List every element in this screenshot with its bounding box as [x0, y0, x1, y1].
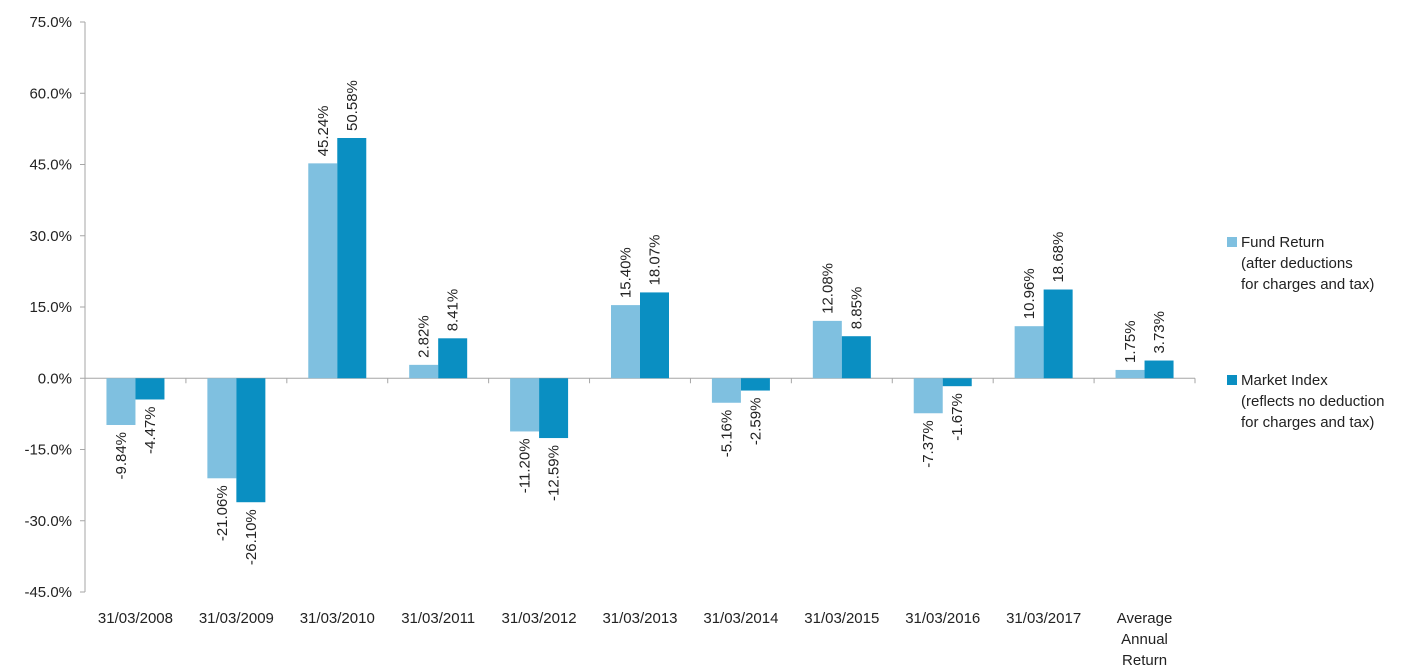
chart-bars: [106, 137, 1174, 503]
x-tick-label: 31/03/2016: [905, 610, 980, 627]
y-tick-label: 0.0%: [38, 370, 72, 387]
bar-series-2: [640, 292, 669, 379]
data-label: 12.08%: [819, 263, 836, 314]
x-tick-label: 31/03/2017: [1006, 610, 1081, 627]
data-label: 10.96%: [1021, 268, 1038, 319]
data-label: 45.24%: [315, 105, 332, 156]
x-tick-label: 31/03/2009: [199, 610, 274, 627]
legend-label: Market Index (reflects no deduction for ch…: [1241, 372, 1384, 431]
data-label: -26.10%: [243, 509, 260, 565]
x-tick-label: Average Annual Return: [1117, 610, 1173, 669]
bar-series-1: [207, 378, 237, 479]
bar-series-2: [942, 378, 972, 387]
legend-swatch: [1227, 237, 1237, 247]
data-label: -9.84%: [113, 432, 130, 480]
data-label: 2.82%: [416, 315, 433, 358]
data-label: -12.59%: [546, 445, 563, 501]
bar-series-2: [337, 137, 367, 379]
bar-series-2: [1144, 360, 1174, 379]
data-label: 50.58%: [344, 80, 361, 131]
bar-series-1: [409, 364, 439, 379]
data-label: 1.75%: [1122, 320, 1139, 363]
x-tick-label: 31/03/2010: [300, 610, 375, 627]
data-label: 18.68%: [1050, 232, 1067, 283]
x-tick-label: 31/03/2011: [401, 610, 475, 627]
x-tick-label: 31/03/2012: [502, 610, 577, 627]
x-tick-label: 31/03/2008: [98, 610, 173, 627]
bar-series-1: [106, 378, 136, 425]
y-tick-label: -45.0%: [24, 584, 72, 601]
data-label: 8.85%: [848, 287, 865, 330]
bar-series-2: [236, 378, 266, 503]
bar-series-1: [611, 305, 640, 379]
data-label: -21.06%: [214, 485, 231, 541]
data-label: -1.67%: [949, 393, 966, 441]
chart-data-labels: -9.84% -21.06% 45.24% 2.82% -11.20% 15.40% -5.…: [113, 80, 1168, 565]
y-tick-label: 30.0%: [29, 228, 72, 245]
data-label: -11.20%: [517, 438, 534, 493]
y-tick-label: 60.0%: [29, 85, 72, 102]
x-tick-label: 31/03/2015: [804, 610, 879, 627]
data-label: 15.40%: [618, 247, 635, 298]
y-tick-label: 15.0%: [29, 299, 72, 316]
legend-label: Fund Return (after deductions for charges …: [1241, 234, 1374, 293]
data-label: 18.07%: [647, 235, 664, 286]
bar-series-1: [510, 378, 540, 432]
bar-series-2: [438, 338, 468, 379]
bar-series-1: [1014, 326, 1044, 379]
x-tick-label: 31/03/2014: [703, 610, 778, 627]
bar-series-1: [913, 378, 943, 414]
bar-series-1: [812, 320, 842, 379]
bar-series-2: [135, 378, 165, 400]
data-label: -2.59%: [747, 398, 764, 446]
bar-series-2: [1043, 289, 1073, 379]
data-label: 3.73%: [1151, 311, 1168, 354]
data-label: 8.41%: [445, 289, 462, 332]
data-label: -5.16%: [718, 410, 735, 458]
bar-series-2: [539, 378, 569, 439]
legend-swatch: [1227, 375, 1237, 385]
bar-series-1: [711, 378, 741, 403]
bar-series-2: [841, 336, 871, 379]
y-tick-label: -30.0%: [24, 513, 72, 530]
chart-axes: 75.0% 60.0% 45.0% 30.0% 15.0% 0.0% -15.0% -30.0…: [24, 14, 1196, 669]
data-label: -4.47%: [142, 406, 159, 454]
data-label: -7.37%: [920, 420, 937, 468]
chart-legend: Fund Return (after deductions for charges …: [1227, 234, 1384, 431]
bar-series-1: [1115, 369, 1145, 379]
y-tick-label: -15.0%: [24, 442, 72, 459]
x-tick-label: 31/03/2013: [602, 610, 677, 627]
bar-series-2: [740, 378, 770, 391]
bar-series-1: [308, 163, 338, 379]
y-tick-label: 75.0%: [29, 14, 72, 31]
y-tick-label: 45.0%: [29, 157, 72, 174]
